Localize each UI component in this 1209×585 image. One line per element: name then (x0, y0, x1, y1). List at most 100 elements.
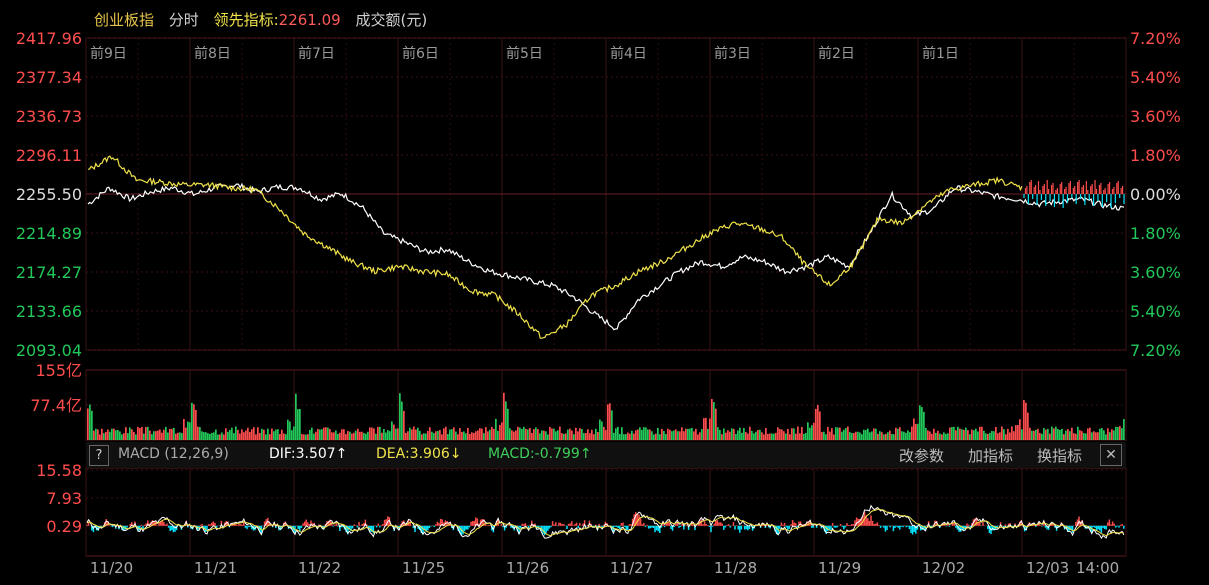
volume-bar (387, 430, 389, 440)
volume-bar (681, 427, 683, 440)
volume-bar (201, 431, 203, 440)
volume-bar (585, 432, 587, 440)
volume-bar (329, 428, 331, 440)
volume-bar (555, 431, 557, 440)
day-label: 前5日 (506, 45, 543, 62)
volume-bar (701, 429, 703, 440)
help-button[interactable]: ? (89, 445, 109, 466)
volume-bar (553, 428, 555, 440)
volume-bar (861, 434, 863, 440)
switch-indicator-button[interactable]: 换指标 (1037, 447, 1083, 465)
period-label[interactable]: 分时 (168, 11, 199, 29)
index-name: 创业板指 (94, 11, 155, 29)
date-label: 11/21 (194, 559, 237, 577)
volume-bar (953, 426, 955, 440)
volume-bar (235, 426, 237, 440)
volume-bar (185, 427, 187, 440)
volume-bar (123, 433, 125, 440)
volume-bar (579, 428, 581, 440)
volume-bar (865, 430, 867, 440)
volume-bar (635, 430, 637, 440)
volume-bar (899, 427, 901, 440)
volume-bar (227, 431, 229, 440)
volume-bar (105, 431, 107, 440)
percent-tick-label: 1.80% (1130, 146, 1181, 165)
volume-bar (583, 433, 585, 440)
volume-bar (1123, 419, 1125, 440)
volume-bar (487, 431, 489, 440)
volume-bar (531, 433, 533, 440)
volume-bar (393, 424, 395, 440)
volume-bar (1101, 428, 1103, 440)
volume-bar (433, 433, 435, 440)
volume-bar (349, 431, 351, 440)
volume-bar (663, 431, 665, 440)
volume-bar (569, 428, 571, 440)
volume-bar (877, 433, 879, 440)
volume-bar (299, 408, 301, 440)
volume-bar (833, 434, 835, 440)
volume-bar (631, 430, 633, 440)
volume-bar (367, 431, 369, 440)
volume-bar (749, 426, 751, 440)
volume-bar (871, 431, 873, 440)
volume-bar (1047, 428, 1049, 440)
volume-bar (529, 427, 531, 440)
volume-bar (497, 430, 499, 440)
volume-bar (179, 432, 181, 440)
volume-bar (775, 432, 777, 440)
volume-bar (757, 429, 759, 440)
volume-bar (137, 426, 139, 440)
volume-bar (1025, 402, 1027, 440)
volume-bar (1109, 432, 1111, 440)
volume-bar (577, 431, 579, 440)
volume-bar (147, 426, 149, 440)
volume-bar (149, 430, 151, 440)
volume-bar (647, 429, 649, 440)
edit-params-button[interactable]: 改参数 (899, 447, 945, 465)
volume-bar (571, 430, 573, 440)
volume-bar (723, 428, 725, 440)
volume-bar (279, 434, 281, 440)
volume-bar (1071, 427, 1073, 440)
volume-bar (699, 432, 701, 440)
volume-bar (173, 427, 175, 440)
volume-bar (219, 434, 221, 440)
volume-bar (359, 431, 361, 440)
volume-bar (463, 431, 465, 440)
volume-bar (357, 428, 359, 440)
volume-bar (99, 434, 101, 440)
close-icon[interactable]: ✕ (1100, 444, 1122, 466)
volume-bar (1115, 426, 1117, 440)
volume-bar (375, 433, 377, 440)
volume-bar (897, 428, 899, 440)
volume-bar (1051, 426, 1053, 440)
volume-bar (413, 426, 415, 440)
lead-indicator-line (87, 155, 1023, 339)
volume-bar (697, 434, 699, 440)
add-indicator-button[interactable]: 加指标 (968, 447, 1014, 465)
price-tick-label: 2214.89 (16, 224, 82, 243)
volume-bar (777, 427, 779, 440)
volume-bar (213, 432, 215, 440)
volume-bar (923, 411, 925, 440)
volume-bar (881, 432, 883, 440)
day-label: 前7日 (298, 45, 335, 62)
volume-bar (273, 431, 275, 440)
volume-bar (129, 427, 131, 440)
volume-bar (979, 426, 981, 440)
volume-bar (519, 427, 521, 440)
volume-bar (943, 432, 945, 440)
volume-bar (885, 433, 887, 440)
volume-bar (621, 427, 623, 440)
volume-bar (1021, 429, 1023, 440)
volume-bar (431, 431, 433, 440)
volume-bar (291, 430, 293, 440)
volume-bar (447, 434, 449, 440)
volume-bar (521, 428, 523, 440)
volume-bar (685, 428, 687, 440)
volume-bar (811, 425, 813, 440)
macd-tick-label: 15.58 (36, 461, 82, 480)
volume-bar (91, 410, 93, 440)
